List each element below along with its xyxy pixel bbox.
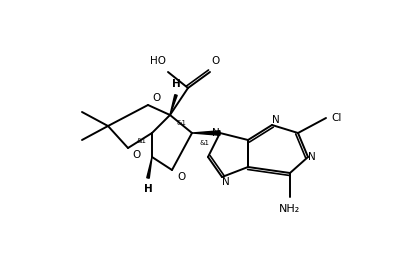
Text: NH₂: NH₂ bbox=[279, 204, 301, 214]
Text: H: H bbox=[144, 184, 152, 194]
Text: &1: &1 bbox=[136, 138, 146, 144]
Polygon shape bbox=[192, 131, 220, 135]
Text: O: O bbox=[152, 93, 160, 103]
Text: &1: &1 bbox=[176, 120, 186, 126]
Text: &1: &1 bbox=[199, 140, 209, 146]
Text: N: N bbox=[222, 177, 230, 187]
Text: N: N bbox=[212, 128, 220, 138]
Text: H: H bbox=[172, 79, 180, 89]
Text: N: N bbox=[272, 115, 280, 125]
Text: O: O bbox=[132, 150, 140, 160]
Text: N: N bbox=[308, 152, 316, 162]
Text: O: O bbox=[211, 56, 219, 66]
Polygon shape bbox=[147, 157, 152, 178]
Text: Cl: Cl bbox=[331, 113, 341, 123]
Text: O: O bbox=[177, 172, 185, 182]
Polygon shape bbox=[170, 95, 177, 115]
Text: HO: HO bbox=[150, 56, 166, 66]
